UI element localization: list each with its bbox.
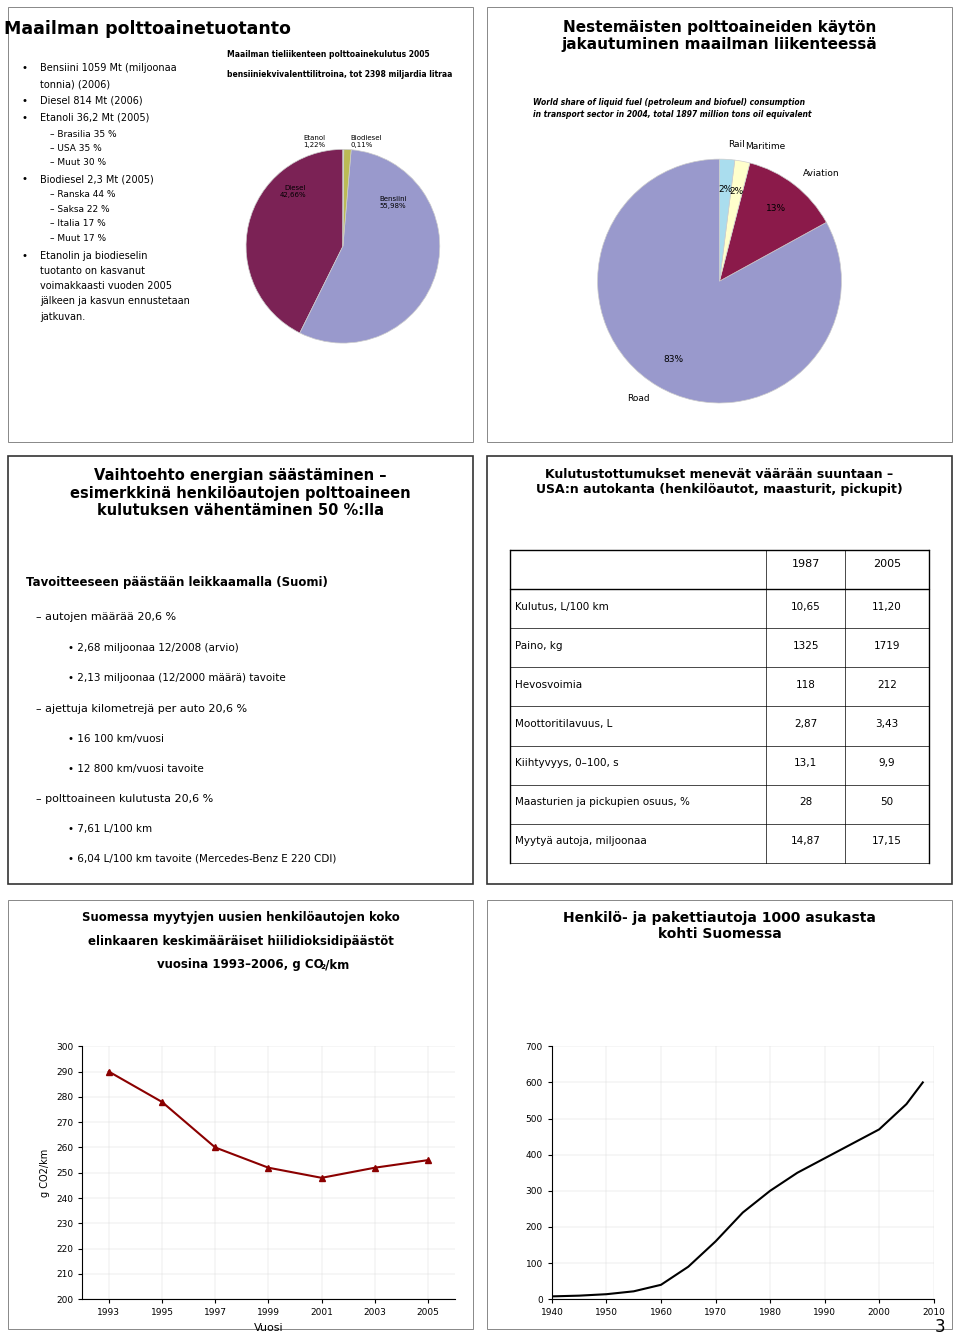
Text: Maailman tieliikenteen polttoainekulutus 2005: Maailman tieliikenteen polttoainekulutus…: [227, 50, 429, 59]
Text: 17,15: 17,15: [873, 836, 902, 847]
Text: 212: 212: [877, 679, 897, 690]
Text: •: •: [22, 113, 28, 122]
Text: jatkuvan.: jatkuvan.: [40, 311, 85, 322]
Text: 9,9: 9,9: [878, 758, 896, 768]
Text: Kulutustottumukset menevät väärään suuntaan –
USA:n autokanta (henkilöautot, maa: Kulutustottumukset menevät väärään suunt…: [536, 469, 903, 496]
Text: Maasturien ja pickupien osuus, %: Maasturien ja pickupien osuus, %: [515, 797, 689, 807]
Text: Bensiini 1059 Mt (miljoonaa: Bensiini 1059 Mt (miljoonaa: [40, 63, 177, 74]
Text: 3,43: 3,43: [876, 720, 899, 729]
Text: 1325: 1325: [792, 641, 819, 651]
Text: Hevosvoimia: Hevosvoimia: [515, 679, 582, 690]
Text: Paino, kg: Paino, kg: [515, 641, 563, 651]
Wedge shape: [343, 149, 351, 247]
Text: Maritime: Maritime: [745, 142, 785, 151]
Text: Vaihtoehto energian säästäminen –
esimerkkinä henkilöautojen polttoaineen
kulutu: Vaihtoehto energian säästäminen – esimer…: [70, 469, 411, 519]
Text: •: •: [22, 174, 28, 185]
Text: Etanoli 36,2 Mt (2005): Etanoli 36,2 Mt (2005): [40, 113, 150, 122]
Text: tonnia) (2006): tonnia) (2006): [40, 80, 110, 90]
Wedge shape: [300, 150, 440, 343]
Text: 83%: 83%: [663, 355, 683, 364]
Text: • 12 800 km/vuosi tavoite: • 12 800 km/vuosi tavoite: [68, 764, 204, 775]
Text: Moottoritilavuus, L: Moottoritilavuus, L: [515, 720, 612, 729]
Text: 11,20: 11,20: [873, 602, 902, 611]
Text: 10,65: 10,65: [791, 602, 821, 611]
Text: 2005: 2005: [873, 559, 901, 568]
Text: bensiiniekvivalenttilitroina, tot 2398 miljardia litraa: bensiiniekvivalenttilitroina, tot 2398 m…: [227, 70, 452, 79]
Text: – autojen määrää 20,6 %: – autojen määrää 20,6 %: [36, 612, 176, 622]
Text: – USA 35 %: – USA 35 %: [50, 143, 102, 153]
Text: 50: 50: [880, 797, 894, 807]
Text: Diesel 814 Mt (2006): Diesel 814 Mt (2006): [40, 96, 143, 106]
Text: – Saksa 22 %: – Saksa 22 %: [50, 205, 109, 214]
Text: Bensiini
55,98%: Bensiini 55,98%: [380, 196, 407, 209]
Text: 1987: 1987: [791, 559, 820, 568]
Text: 28: 28: [799, 797, 812, 807]
Text: ₂/km: ₂/km: [321, 958, 349, 971]
Text: – polttoaineen kulutusta 20,6 %: – polttoaineen kulutusta 20,6 %: [36, 793, 213, 804]
Wedge shape: [597, 159, 842, 403]
Text: 1719: 1719: [874, 641, 900, 651]
Text: • 2,68 miljoonaa 12/2008 (arvio): • 2,68 miljoonaa 12/2008 (arvio): [68, 643, 239, 653]
Text: voimakkaasti vuoden 2005: voimakkaasti vuoden 2005: [40, 281, 172, 291]
Text: •: •: [22, 96, 28, 106]
Text: Tavoitteeseen päästään leikkaamalla (Suomi): Tavoitteeseen päästään leikkaamalla (Suo…: [26, 576, 328, 588]
Text: •: •: [22, 63, 28, 74]
Text: • 6,04 L/100 km tavoite (Mercedes-Benz E 220 CDI): • 6,04 L/100 km tavoite (Mercedes-Benz E…: [68, 854, 337, 864]
Text: Nestemäisten polttoaineiden käytön
jakautuminen maailman liikenteessä: Nestemäisten polttoaineiden käytön jakau…: [562, 20, 877, 52]
Text: – Muut 17 %: – Muut 17 %: [50, 233, 106, 243]
Text: • 7,61 L/100 km: • 7,61 L/100 km: [68, 824, 153, 833]
Text: Diesel
42,66%: Diesel 42,66%: [279, 185, 306, 198]
Text: – Muut 30 %: – Muut 30 %: [50, 158, 106, 168]
Text: in transport sector in 2004, total 1897 million tons oil equivalent: in transport sector in 2004, total 1897 …: [534, 110, 812, 119]
Text: – Italia 17 %: – Italia 17 %: [50, 220, 106, 228]
Text: Kulutus, L/100 km: Kulutus, L/100 km: [515, 602, 609, 611]
Text: Etanolin ja biodieselin: Etanolin ja biodieselin: [40, 251, 148, 260]
Text: Etanol
1,22%: Etanol 1,22%: [303, 135, 325, 149]
Text: Suomessa myytyjen uusien henkilöautojen koko: Suomessa myytyjen uusien henkilöautojen …: [82, 911, 399, 925]
Text: Rail: Rail: [728, 141, 745, 149]
Text: Henkilö- ja pakettiautoja 1000 asukasta
kohti Suomessa: Henkilö- ja pakettiautoja 1000 asukasta …: [564, 911, 876, 942]
Text: •: •: [22, 251, 28, 260]
Wedge shape: [720, 159, 734, 281]
Wedge shape: [720, 159, 750, 281]
Text: Road: Road: [628, 394, 650, 403]
Text: 2%: 2%: [718, 185, 732, 194]
Text: jälkeen ja kasvun ennustetaan: jälkeen ja kasvun ennustetaan: [40, 296, 190, 307]
Text: 13,1: 13,1: [794, 758, 817, 768]
Text: World share of liquid fuel (petroleum and biofuel) consumption: World share of liquid fuel (petroleum an…: [534, 98, 805, 107]
Text: elinkaaren keskimääräiset hiilidioksidipäästöt: elinkaaren keskimääräiset hiilidioksidip…: [87, 935, 394, 947]
Text: Kiihtyvyys, 0–100, s: Kiihtyvyys, 0–100, s: [515, 758, 618, 768]
Wedge shape: [720, 163, 827, 281]
X-axis label: Vuosi: Vuosi: [253, 1323, 283, 1333]
Wedge shape: [246, 149, 343, 332]
Text: 13%: 13%: [765, 204, 785, 213]
Text: Maailman polttoainetuotanto: Maailman polttoainetuotanto: [4, 20, 291, 38]
Text: vuosina 1993–2006, g CO: vuosina 1993–2006, g CO: [157, 958, 324, 971]
Y-axis label: g CO2/km: g CO2/km: [40, 1148, 50, 1197]
Text: 2,87: 2,87: [794, 720, 817, 729]
Text: 118: 118: [796, 679, 816, 690]
Text: Biodiesel 2,3 Mt (2005): Biodiesel 2,3 Mt (2005): [40, 174, 154, 185]
Text: Biodiesel
0,11%: Biodiesel 0,11%: [350, 135, 382, 149]
Text: – Brasilia 35 %: – Brasilia 35 %: [50, 130, 116, 138]
Text: • 16 100 km/vuosi: • 16 100 km/vuosi: [68, 734, 164, 744]
Text: 2%: 2%: [730, 186, 744, 196]
Text: Aviation: Aviation: [804, 169, 840, 178]
Text: 3: 3: [935, 1319, 946, 1336]
Text: Myytyä autoja, miljoonaa: Myytyä autoja, miljoonaa: [515, 836, 646, 847]
Text: tuotanto on kasvanut: tuotanto on kasvanut: [40, 265, 145, 276]
Text: – Ranska 44 %: – Ranska 44 %: [50, 190, 115, 200]
Text: • 2,13 miljoonaa (12/2000 määrä) tavoite: • 2,13 miljoonaa (12/2000 määrä) tavoite: [68, 673, 286, 683]
Text: 14,87: 14,87: [791, 836, 821, 847]
Text: – ajettuja kilometrejä per auto 20,6 %: – ajettuja kilometrejä per auto 20,6 %: [36, 704, 247, 714]
